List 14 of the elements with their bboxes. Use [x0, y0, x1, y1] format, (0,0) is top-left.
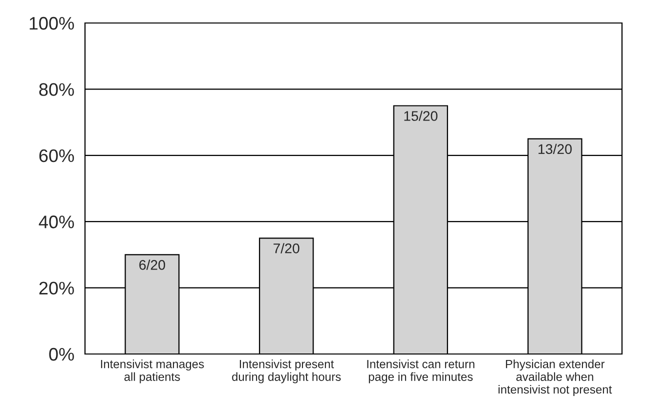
x-tick-label: Intensivist present during daylight hours — [232, 360, 341, 384]
x-tick-label: Physician extender available when intensivist not present — [498, 360, 612, 396]
x-tick-label: Intensivist can return page in five minutes — [367, 360, 474, 384]
y-tick-label: 80% — [39, 83, 74, 96]
y-tick-label: 100% — [30, 16, 74, 30]
data-label: 15/20 — [404, 110, 438, 121]
y-tick-label: 60% — [39, 149, 74, 162]
data-label: 6/20 — [139, 260, 166, 270]
y-tick-label: 0% — [49, 348, 74, 361]
data-label: 13/20 — [538, 144, 572, 154]
y-tick-label: 20% — [39, 282, 74, 295]
x-tick-label: Intensivist manages all patients — [101, 360, 204, 384]
data-label: 7/20 — [274, 243, 300, 254]
y-tick-label: 40% — [38, 216, 74, 228]
